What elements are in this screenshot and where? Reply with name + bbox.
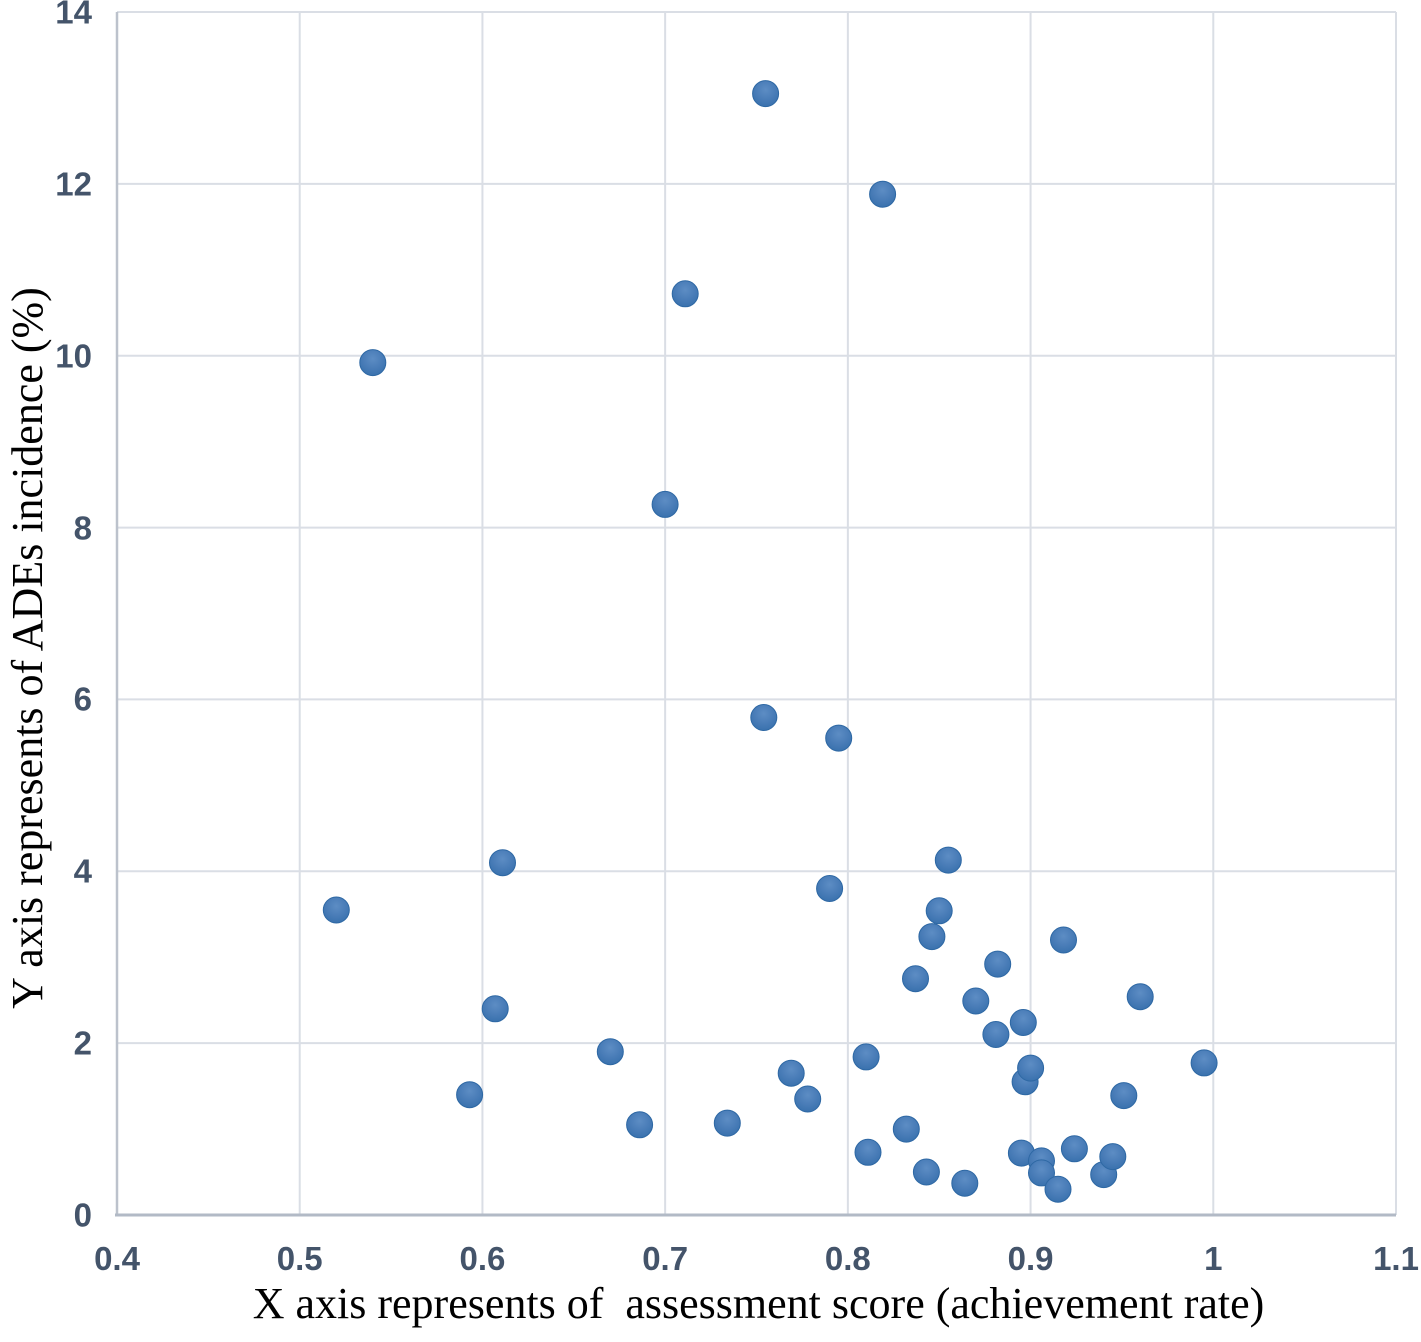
data-point (1190, 1049, 1218, 1077)
x-tick-label: 0.7 (642, 1240, 689, 1277)
x-tick-label: 0.6 (459, 1240, 506, 1277)
data-point (777, 1059, 805, 1087)
data-point (651, 490, 679, 518)
data-point (1050, 926, 1077, 954)
data-point (713, 1109, 741, 1137)
data-point (359, 349, 387, 377)
data-point (816, 875, 844, 902)
data-point (825, 724, 853, 752)
data-point (984, 950, 1012, 978)
x-axis-title: X axis represents of assessment score (a… (252, 1279, 1265, 1328)
x-tick-label: 0.8 (824, 1240, 871, 1277)
data-point (854, 1138, 882, 1166)
data-point (596, 1038, 624, 1066)
data-point (852, 1043, 880, 1071)
data-point (322, 896, 350, 924)
data-point (750, 704, 778, 731)
data-point (918, 923, 946, 951)
x-tick-label: 1.1 (1373, 1240, 1419, 1277)
data-point (1060, 1135, 1088, 1163)
y-tick-label: 8 (73, 509, 92, 547)
y-tick-label: 4 (73, 852, 92, 890)
data-point (481, 995, 509, 1023)
data-point (869, 180, 897, 208)
y-tick-label: 0 (73, 1196, 92, 1234)
data-point (489, 849, 516, 877)
x-tick-label: 0.5 (276, 1240, 323, 1277)
y-tick-label: 6 (73, 680, 92, 718)
data-point (1099, 1143, 1127, 1171)
data-point (982, 1021, 1010, 1048)
data-point (902, 965, 929, 993)
data-point (912, 1158, 940, 1186)
data-point (1110, 1082, 1138, 1110)
data-point (671, 280, 699, 308)
data-point (1044, 1175, 1072, 1203)
x-tick-label: 1 (1204, 1240, 1223, 1277)
data-point (934, 846, 962, 874)
data-point (925, 897, 953, 925)
x-tick-label: 0.9 (1007, 1240, 1054, 1277)
data-point (892, 1115, 920, 1143)
y-tick-label: 14 (55, 0, 92, 31)
data-point (1009, 1009, 1037, 1036)
y-tick-label: 10 (55, 337, 92, 375)
x-tick-label: 0.4 (94, 1240, 140, 1277)
data-point (456, 1081, 484, 1109)
data-point (1126, 983, 1154, 1011)
y-tick-label: 2 (73, 1024, 92, 1062)
data-point (752, 80, 780, 108)
data-point (962, 987, 990, 1015)
data-point (951, 1169, 979, 1197)
y-tick-label: 12 (55, 165, 92, 203)
y-axis-title: Y axis represents of ADEs incidence (%) (2, 287, 52, 1009)
data-point (794, 1085, 822, 1113)
data-point (1028, 1159, 1055, 1187)
data-point (1017, 1054, 1045, 1082)
data-point (626, 1111, 654, 1139)
